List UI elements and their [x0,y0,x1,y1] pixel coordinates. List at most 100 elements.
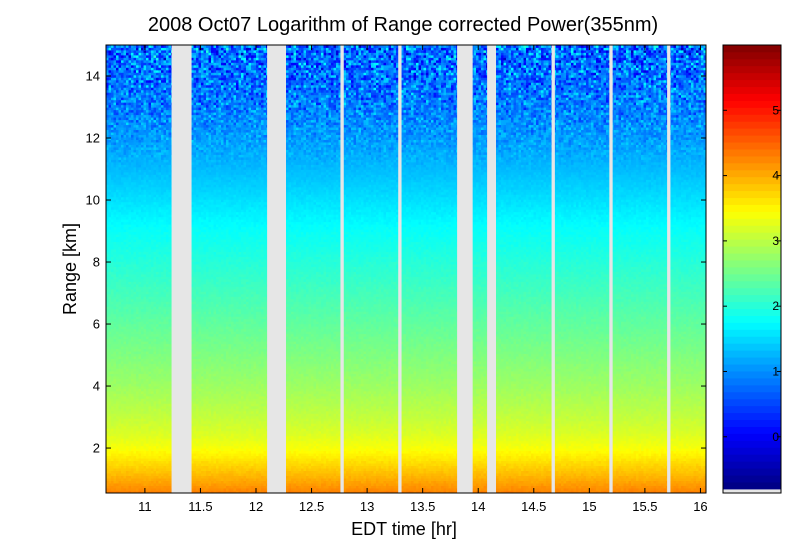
heatmap-cell [664,461,667,464]
heatmap-cell [501,483,504,486]
heatmap-cell [289,456,292,459]
heatmap-cell [126,453,129,456]
heatmap-cell [221,481,224,484]
heatmap-cell [216,456,219,459]
heatmap-cell [516,478,519,481]
heatmap-cell [349,458,352,461]
heatmap-cell [591,458,594,461]
heatmap-cell [501,473,504,476]
heatmap-cell [426,463,429,466]
heatmap-cell [209,453,212,456]
heatmap-cell [301,471,304,474]
heatmap-cell [644,466,647,469]
heatmap-cell [239,483,242,486]
heatmap-cell [374,453,377,456]
heatmap-cell [514,486,517,489]
heatmap-cell [114,458,117,461]
heatmap-cell [479,478,482,481]
heatmap-cell [546,458,549,461]
heatmap-cell [514,461,517,464]
heatmap-cell [154,446,157,449]
heatmap-cell [244,483,247,486]
heatmap-cell [699,463,702,466]
heatmap-cell [606,466,609,469]
heatmap-cell [544,481,547,484]
heatmap-cell [204,488,207,491]
heatmap-cell [556,451,559,454]
heatmap-cell [589,451,592,454]
heatmap-cell [259,446,262,449]
heatmap-cell [414,481,417,484]
heatmap-cell [569,488,572,491]
heatmap-cell [221,486,224,489]
heatmap-cell [701,463,704,466]
heatmap-cell [634,468,637,471]
heatmap-cell [564,488,567,491]
heatmap-cell [511,478,514,481]
heatmap-cell [449,453,452,456]
heatmap-cell [289,468,292,471]
heatmap-cell [364,461,367,464]
heatmap-cell [536,466,539,469]
heatmap-cell [244,486,247,489]
heatmap-cell [546,486,549,489]
heatmap-cell [319,458,322,461]
heatmap-cell [646,448,649,451]
heatmap-cell [439,478,442,481]
heatmap-cell [361,466,364,469]
heatmap-cell [196,451,199,454]
heatmap-cell [141,456,144,459]
heatmap-cell [499,483,502,486]
heatmap-cell [211,473,214,476]
heatmap-cell [644,473,647,476]
heatmap-cell [446,481,449,484]
heatmap-cell [411,473,414,476]
heatmap-cell [671,453,674,456]
heatmap-cell [406,471,409,474]
heatmap-cell [131,488,134,491]
heatmap-cell [359,458,362,461]
heatmap-cell [416,456,419,459]
heatmap-cell [474,481,477,484]
heatmap-cell [654,468,657,471]
heatmap-cell [594,473,597,476]
heatmap-cell [586,486,589,489]
heatmap-cell [204,463,207,466]
heatmap-cell [409,458,412,461]
heatmap-cell [196,463,199,466]
heatmap-cell [589,476,592,479]
heatmap-cell [616,466,619,469]
heatmap-cell [694,478,697,481]
heatmap-cell [406,481,409,484]
heatmap-cell [701,468,704,471]
heatmap-cell [294,461,297,464]
heatmap-cell [151,453,154,456]
heatmap-cell [381,458,384,461]
heatmap-cell [336,458,339,461]
heatmap-cell [321,451,324,454]
heatmap-cell [676,488,679,491]
heatmap-cell [416,471,419,474]
heatmap-cell [476,448,479,451]
heatmap-cell [496,451,499,454]
heatmap-cell [154,486,157,489]
heatmap-cell [556,471,559,474]
heatmap-cell [496,461,499,464]
heatmap-cell [331,463,334,466]
heatmap-cell [676,456,679,459]
heatmap-cell [439,456,442,459]
heatmap-cell [619,476,622,479]
heatmap-cell [701,471,704,474]
heatmap-cell [159,481,162,484]
heatmap-cell [214,458,217,461]
heatmap-cell [151,488,154,491]
heatmap-cell [526,458,529,461]
heatmap-cell [604,451,607,454]
heatmap-cell [391,468,394,471]
heatmap-cell [681,461,684,464]
heatmap-cell [156,453,159,456]
heatmap-cell [336,473,339,476]
heatmap-cell [479,476,482,479]
heatmap-cell [254,473,257,476]
heatmap-cell [221,466,224,469]
